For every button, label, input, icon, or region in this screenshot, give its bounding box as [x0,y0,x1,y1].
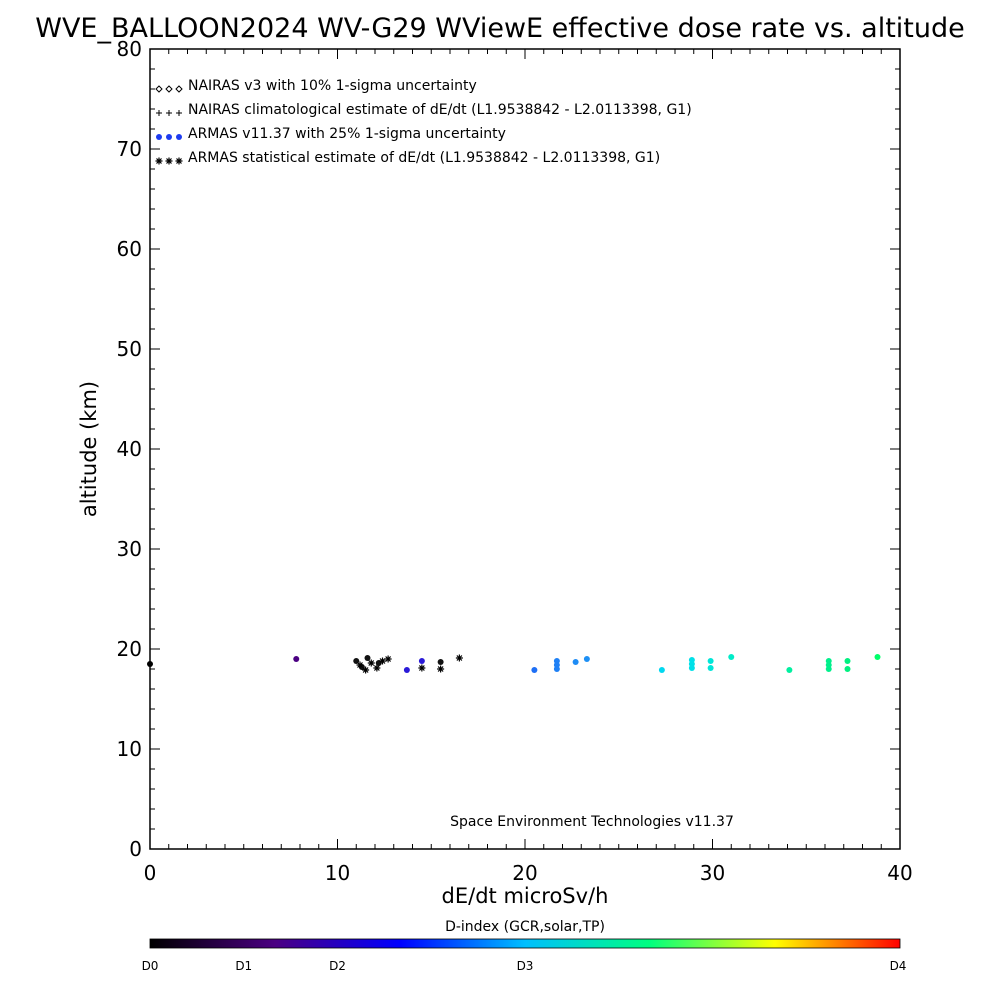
y-tick-label: 10 [117,737,142,761]
x-tick-label: 30 [700,861,725,885]
y-tick-label: 50 [117,337,142,361]
legend-marker [165,85,173,93]
colorbar-label: D4 [890,959,907,973]
data-point [373,664,381,672]
legend-marker [165,157,173,165]
data-point [384,655,392,663]
x-tick-label: 20 [512,861,537,885]
legend-marker [175,157,183,165]
data-point [364,655,371,661]
x-tick-label: 0 [144,861,157,885]
data-point [844,666,851,672]
chart-title: WVE_BALLOON2024 WV-G29 WViewE effective … [35,13,965,44]
legend-item: ARMAS v11.37 with 25% 1-sigma uncertaint… [156,126,506,142]
legend-marker [166,134,172,140]
y-axis: 0 10 20 30 40 50 60 70 80 [117,37,900,861]
legend-marker [176,110,182,116]
data-points [147,654,881,674]
data-point [403,667,410,673]
legend: NAIRAS v3 with 10% 1-sigma uncertainty NA… [155,78,692,166]
legend-marker [175,85,183,93]
legend-label: NAIRAS climatological estimate of dE/dt … [188,102,692,118]
x-axis: 0 10 20 30 40 [144,49,913,885]
data-point [455,654,463,662]
colorbar-label: D3 [517,959,534,973]
data-point [728,654,735,660]
y-tick-label: 80 [117,37,142,61]
legend-item: NAIRAS v3 with 10% 1-sigma uncertainty [155,78,477,94]
legend-item: NAIRAS climatological estimate of dE/dt … [156,102,692,118]
data-point [437,665,445,673]
data-point [874,654,881,660]
x-axis-label: dE/dt microSv/h [442,884,609,908]
data-point [844,658,851,664]
data-point [825,658,832,664]
y-tick-label: 30 [117,537,142,561]
legend-item: ARMAS statistical estimate of dE/dt (L1.… [155,150,660,166]
data-point [362,666,370,674]
credit-annotation: Space Environment Technologies v11.37 [450,814,734,830]
data-point [418,664,426,672]
data-point [553,658,560,664]
y-tick-label: 0 [129,837,142,861]
data-point [707,665,714,671]
data-point [786,667,793,673]
data-point [437,659,444,665]
data-point [379,657,386,665]
data-point [572,659,579,665]
data-point [293,656,300,662]
colorbar-label: D0 [142,959,159,973]
data-point [356,661,364,669]
colorbar-label: D2 [329,959,346,973]
data-point [688,657,695,663]
legend-marker [176,134,182,140]
y-tick-label: 60 [117,237,142,261]
colorbar-labels: D0 D1 D2 D3 D4 [142,959,907,973]
legend-label: ARMAS v11.37 with 25% 1-sigma uncertaint… [188,126,506,142]
legend-marker [155,157,163,165]
legend-marker [166,110,172,116]
legend-label: ARMAS statistical estimate of dE/dt (L1.… [188,150,660,166]
y-axis-label: altitude (km) [77,381,101,517]
legend-label: NAIRAS v3 with 10% 1-sigma uncertainty [188,78,477,94]
legend-marker [155,85,163,93]
colorbar [149,938,901,949]
data-point [367,659,375,667]
y-tick-label: 20 [117,637,142,661]
data-point [707,658,714,664]
data-point [583,656,590,662]
colorbar-label: D1 [235,959,252,973]
data-point [531,667,538,673]
legend-marker [156,134,162,140]
x-tick-label: 40 [887,861,912,885]
y-tick-label: 70 [117,137,142,161]
legend-marker [156,110,162,116]
x-tick-label: 10 [325,861,350,885]
data-point [147,661,153,667]
data-point [658,667,665,673]
data-point [418,658,425,664]
plot-frame [149,48,901,850]
y-tick-label: 40 [117,437,142,461]
colorbar-title: D-index (GCR,solar,TP) [445,919,605,935]
